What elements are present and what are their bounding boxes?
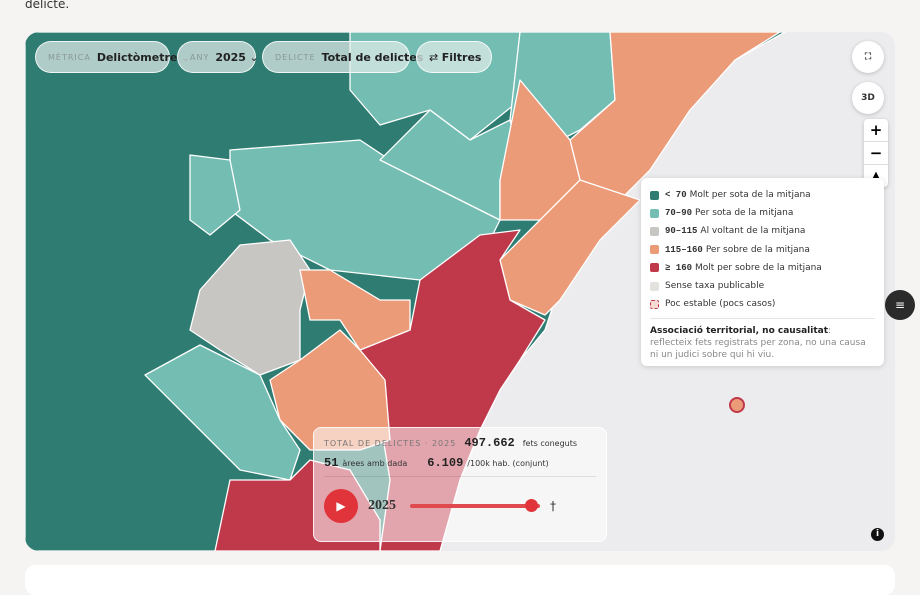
legend-range: 90–115 (665, 226, 698, 237)
label: àrees amb dada (342, 459, 408, 468)
region (189, 239, 311, 376)
label: Associació territorial, no causalitat (650, 326, 828, 337)
label: DELICTE (275, 52, 316, 62)
label: MÈTRICA (48, 52, 91, 62)
label: 6.109 (427, 456, 464, 470)
legend-item: 115–160 Per sobre de la mitjana (650, 241, 875, 259)
region (144, 344, 301, 481)
label: fets coneguts (522, 439, 578, 448)
legend-item: Sense taxa publicable (650, 277, 875, 295)
label: 2025 (215, 50, 246, 64)
legend-swatch (650, 299, 659, 309)
legend: < 70 Molt per sota de la mitjana 70–90 Per … (641, 178, 884, 366)
legend-range: 115–160 (665, 244, 703, 255)
label: TOTAL DE DELICTES · 2025 (324, 439, 457, 448)
legend-range: < 70 (665, 190, 687, 201)
legend-item: 70–90 Per sota de la mitjana (650, 204, 875, 222)
label: 51 (324, 456, 339, 470)
summary-panel: TOTAL DE DELICTES · 2025 497.662 fets cone… (313, 427, 607, 542)
player-symbol: † (550, 499, 556, 513)
legend-text: Per sota de la mitjana (695, 208, 794, 219)
zoom-control: + − ▲ (864, 119, 888, 187)
fullscreen-button[interactable]: ⛶ (852, 41, 884, 73)
legend-text: Molt per sota de la mitjana (689, 190, 811, 201)
legend-text: Per sobre de la mitjana (705, 244, 810, 255)
legend-note: Associació territorial, no causalitat: r… (650, 318, 875, 361)
region (299, 269, 411, 351)
legend-text: Molt per sobre de la mitjana (695, 262, 822, 273)
label: Total de delictes (321, 50, 424, 64)
legend-swatch (650, 245, 659, 255)
label: 497.662 (464, 436, 515, 450)
legend-range: 70–90 (665, 208, 693, 219)
marker[interactable] (729, 397, 745, 413)
play-button[interactable]: ▶ (324, 489, 358, 523)
legend-item: < 70 Molt per sota de la mitjana (650, 186, 875, 204)
player-year: 2025 (368, 498, 396, 513)
region (569, 32, 781, 201)
view3d-button[interactable]: 3D (852, 82, 884, 114)
legend-swatch (650, 263, 659, 273)
legend-swatch (650, 208, 659, 218)
year-select[interactable]: ANY 2025 ⌄ (177, 41, 259, 73)
legend-swatch (650, 226, 659, 236)
header-text: delicte. (25, 0, 70, 11)
label: Filtres (441, 50, 482, 64)
legend-text: Al voltant de la mitjana (700, 226, 806, 237)
label: /100k hab. (conjunt) (467, 459, 549, 468)
legend-item: 90–115 Al voltant de la mitjana (650, 222, 875, 240)
label: Delictòmetre (96, 50, 178, 64)
legend-swatch (650, 190, 659, 200)
legend-item: ≥ 160 Molt per sobre de la mitjana (650, 259, 875, 277)
year-slider[interactable] (410, 499, 540, 512)
info-button[interactable]: i (871, 528, 884, 541)
legend-text: Sense taxa publicable (665, 281, 765, 292)
zoom-in[interactable]: + (869, 121, 883, 139)
panel-toggle[interactable]: ≡ (885, 290, 915, 320)
label: ANY (190, 52, 210, 62)
legend-swatch (650, 281, 659, 291)
label: : reflecteix fets registrats per zona, n… (650, 326, 866, 361)
compass[interactable]: ▲ (864, 164, 888, 187)
zoom-out[interactable]: − (864, 141, 888, 164)
filters-button[interactable]: ⇄ Filtres (416, 41, 492, 73)
view3d-label: 3D (861, 93, 875, 103)
bottom-card (25, 565, 895, 595)
legend-range: ≥ 160 (665, 262, 693, 273)
region (189, 154, 241, 236)
legend-item: Poc estable (pocs casos) (650, 295, 875, 313)
legend-text: Poc estable (pocs casos) (665, 299, 776, 310)
